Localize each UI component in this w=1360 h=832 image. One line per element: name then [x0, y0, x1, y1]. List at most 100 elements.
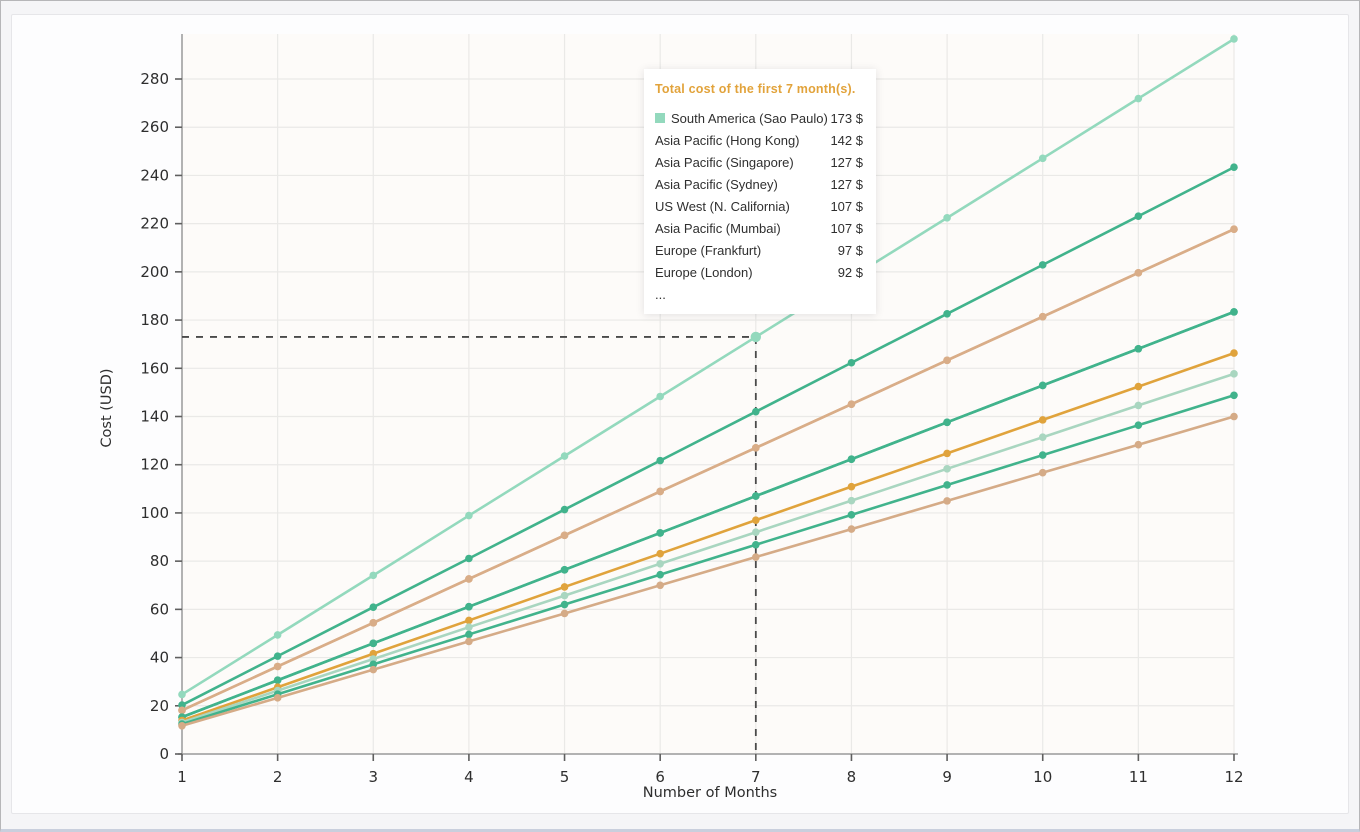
- data-point[interactable]: [178, 690, 186, 699]
- data-point[interactable]: [752, 528, 760, 537]
- data-point[interactable]: [465, 637, 473, 646]
- data-point[interactable]: [943, 465, 951, 473]
- data-point[interactable]: [1230, 225, 1238, 233]
- data-point[interactable]: [178, 721, 186, 730]
- data-point[interactable]: [1038, 261, 1047, 269]
- data-point[interactable]: [847, 400, 856, 409]
- data-point[interactable]: [465, 623, 473, 631]
- data-point[interactable]: [1230, 391, 1238, 400]
- tooltip-row-label: Asia Pacific (Mumbai): [655, 220, 781, 236]
- data-point[interactable]: [273, 631, 282, 639]
- data-point[interactable]: [465, 575, 473, 583]
- data-point[interactable]: [1134, 94, 1143, 103]
- data-point[interactable]: [273, 676, 282, 685]
- data-point[interactable]: [847, 358, 856, 367]
- data-point[interactable]: [1230, 35, 1238, 43]
- data-point[interactable]: [752, 407, 760, 416]
- data-point[interactable]: [560, 452, 569, 460]
- data-point[interactable]: [1134, 269, 1143, 277]
- data-point[interactable]: [656, 559, 664, 568]
- tooltip-row-label: Europe (London): [655, 264, 753, 280]
- data-point[interactable]: [369, 660, 378, 669]
- data-point[interactable]: [847, 482, 856, 491]
- data-point[interactable]: [752, 540, 760, 549]
- data-point[interactable]: [656, 392, 664, 401]
- data-point[interactable]: [178, 706, 186, 715]
- data-point[interactable]: [560, 583, 569, 591]
- x-axis-title: Number of Months: [643, 785, 777, 801]
- data-point[interactable]: [656, 487, 664, 496]
- data-point[interactable]: [369, 619, 378, 627]
- data-point[interactable]: [847, 455, 856, 463]
- data-point[interactable]: [369, 665, 378, 674]
- data-point[interactable]: [943, 481, 951, 489]
- y-tick-label: 160: [140, 359, 169, 377]
- data-point[interactable]: [560, 609, 569, 618]
- data-point[interactable]: [1134, 382, 1143, 391]
- data-point[interactable]: [943, 214, 951, 222]
- hovered-data-point[interactable]: [750, 331, 762, 343]
- data-point[interactable]: [656, 529, 664, 537]
- data-point[interactable]: [1038, 154, 1047, 163]
- data-point[interactable]: [273, 662, 282, 671]
- tooltip-row: Asia Pacific (Singapore) 127 $: [655, 151, 863, 173]
- data-point[interactable]: [560, 591, 569, 600]
- data-point[interactable]: [369, 639, 378, 648]
- data-point[interactable]: [273, 694, 282, 702]
- data-point[interactable]: [465, 511, 473, 520]
- data-point[interactable]: [752, 444, 760, 452]
- data-point[interactable]: [752, 553, 760, 561]
- data-point[interactable]: [369, 571, 378, 580]
- data-point[interactable]: [560, 600, 569, 609]
- data-point[interactable]: [1134, 401, 1143, 410]
- data-point[interactable]: [1134, 440, 1143, 449]
- data-point[interactable]: [1230, 163, 1238, 172]
- data-point[interactable]: [178, 701, 186, 709]
- data-point[interactable]: [752, 516, 760, 524]
- data-point[interactable]: [847, 511, 856, 519]
- data-point[interactable]: [1038, 468, 1047, 477]
- data-point[interactable]: [656, 549, 664, 558]
- tooltip-row: Asia Pacific (Hong Kong) 142 $: [655, 129, 863, 151]
- data-point[interactable]: [656, 570, 664, 579]
- data-point[interactable]: [1134, 344, 1143, 353]
- data-point[interactable]: [1230, 349, 1238, 357]
- data-point[interactable]: [465, 616, 473, 625]
- data-point[interactable]: [1230, 370, 1238, 378]
- data-point[interactable]: [943, 356, 951, 365]
- data-point[interactable]: [1230, 308, 1238, 316]
- data-point[interactable]: [1038, 451, 1047, 459]
- data-point[interactable]: [465, 630, 473, 639]
- data-point[interactable]: [943, 449, 951, 458]
- data-point[interactable]: [1134, 212, 1143, 220]
- data-point[interactable]: [273, 652, 282, 660]
- data-point[interactable]: [560, 505, 569, 514]
- data-point[interactable]: [1230, 412, 1238, 421]
- data-point[interactable]: [847, 525, 856, 533]
- y-axis-title: Cost (USD): [99, 368, 115, 447]
- data-point[interactable]: [1134, 421, 1143, 429]
- data-point[interactable]: [1038, 312, 1047, 321]
- data-point[interactable]: [369, 649, 378, 658]
- data-point[interactable]: [847, 496, 856, 505]
- x-tick-label: 2: [273, 768, 283, 786]
- data-point[interactable]: [943, 418, 951, 427]
- data-point[interactable]: [560, 531, 569, 540]
- data-point[interactable]: [943, 310, 951, 318]
- data-point[interactable]: [656, 581, 664, 590]
- data-point[interactable]: [465, 602, 473, 611]
- data-point[interactable]: [943, 497, 951, 505]
- data-point[interactable]: [656, 456, 664, 465]
- tooltip-row: Europe (London) 92 $: [655, 261, 863, 283]
- data-point[interactable]: [369, 603, 378, 611]
- data-point[interactable]: [1038, 381, 1047, 390]
- y-tick-label: 100: [140, 504, 169, 522]
- x-tick-label: 6: [655, 768, 665, 786]
- data-point[interactable]: [752, 492, 760, 500]
- tooltip-row-value: 127 $: [830, 154, 863, 170]
- data-point[interactable]: [369, 655, 378, 663]
- data-point[interactable]: [1038, 433, 1047, 442]
- data-point[interactable]: [1038, 416, 1047, 424]
- data-point[interactable]: [560, 566, 569, 574]
- data-point[interactable]: [465, 554, 473, 563]
